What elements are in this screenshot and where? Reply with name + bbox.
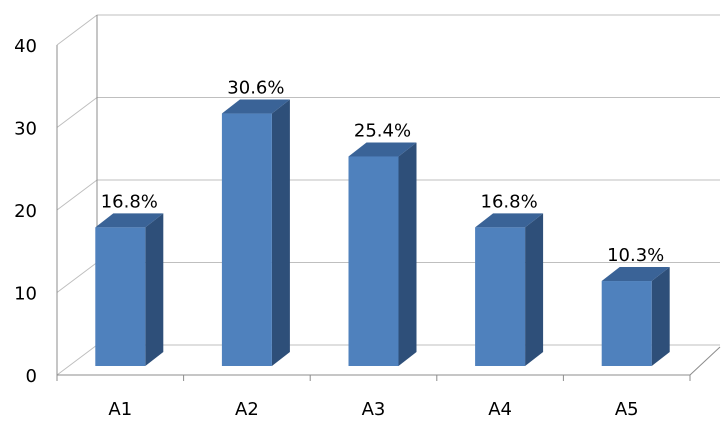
- data-label: 16.8%: [101, 191, 158, 212]
- x-tick-label: A1: [108, 399, 132, 420]
- y-tick-label: 30: [14, 119, 37, 140]
- bars: [95, 99, 670, 367]
- labels: 0 10 20 30 40 16.8% A1 30.6% A2 25.4% A3 16.8% A4 10.…: [14, 36, 664, 420]
- x-tick-label: A5: [615, 399, 639, 420]
- data-label: 25.4%: [354, 120, 411, 141]
- x-tick-label: A3: [362, 399, 386, 420]
- y-tick-label: 0: [26, 366, 37, 387]
- bar-side: [651, 267, 670, 366]
- bar: [601, 281, 652, 366]
- floor-right-edge: [689, 346, 721, 376]
- y-tick-label: 10: [14, 284, 37, 305]
- data-label: 30.6%: [227, 78, 284, 99]
- gridline-side: [56, 14, 98, 46]
- bar: [95, 227, 146, 366]
- bar: [221, 113, 272, 366]
- x-tick-label: A4: [488, 399, 512, 420]
- bar: [348, 156, 399, 366]
- gridline-side: [56, 179, 98, 211]
- data-label: 10.3%: [607, 245, 664, 266]
- bar-top: [601, 267, 670, 282]
- bar-top: [221, 99, 290, 114]
- bar: [475, 227, 526, 366]
- bar-top: [348, 142, 417, 157]
- y-tick-label: 40: [14, 36, 37, 57]
- x-tick-label: A2: [235, 399, 259, 420]
- bar-side: [271, 99, 290, 367]
- y-tick-label: 20: [14, 201, 37, 222]
- bar-side: [398, 142, 417, 366]
- gridline-side: [56, 262, 98, 293]
- data-label: 16.8%: [481, 191, 538, 212]
- bar-side: [145, 213, 164, 366]
- bar-side: [525, 213, 544, 366]
- bar-top: [95, 213, 164, 228]
- gridline-side: [56, 97, 98, 128]
- gridline-side: [56, 344, 98, 376]
- bar-top: [475, 213, 544, 228]
